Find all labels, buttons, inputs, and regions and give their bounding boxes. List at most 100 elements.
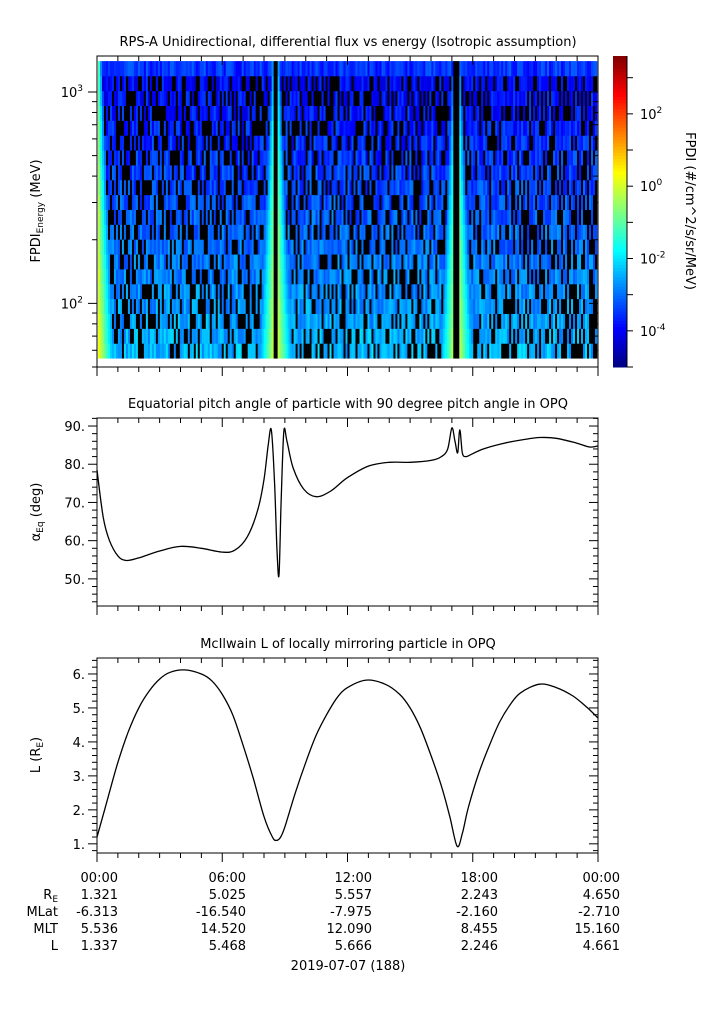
spectrogram-cell	[133, 75, 137, 92]
spectrogram-cell	[503, 179, 506, 196]
spectrogram-cell	[271, 194, 274, 210]
spectrogram-cell	[329, 61, 332, 77]
spectrogram-cell	[541, 224, 544, 240]
spectrogram-cell	[133, 343, 137, 359]
spectrogram-cell	[491, 239, 494, 255]
spectrogram-cell	[517, 298, 520, 314]
spectrogram-cell	[441, 75, 444, 92]
spectrogram-cell	[355, 61, 358, 77]
spectrogram-cell	[139, 328, 143, 344]
spectrogram-cell	[225, 105, 229, 121]
spectrogram-cell	[479, 179, 482, 196]
spectrogram-cell	[585, 165, 588, 181]
spectrogram-cell	[111, 269, 115, 285]
spectrogram-cell	[113, 165, 117, 181]
spectrogram-cell	[387, 179, 390, 196]
spectrogram-cell	[241, 343, 245, 359]
spectrogram-cell	[249, 75, 252, 92]
spectrogram-cell	[383, 150, 386, 166]
spectrogram-cell	[325, 75, 328, 92]
spectrogram-cell	[191, 328, 195, 344]
spectrogram-cell	[151, 313, 155, 329]
spectrogram-cell	[487, 269, 490, 285]
spectrogram-cell	[581, 269, 584, 285]
spectrogram-cell	[509, 209, 512, 225]
spectrogram-cell	[535, 313, 538, 329]
spectrogram-cell	[313, 328, 316, 344]
spectrogram-cell	[265, 269, 268, 285]
spectrogram-cell	[509, 224, 512, 240]
spectrogram-cell	[541, 283, 544, 300]
spectrogram-cell	[243, 75, 247, 92]
spectrogram-cell	[507, 283, 510, 300]
spectrogram-cell	[499, 150, 502, 166]
spectrogram-cell	[411, 150, 414, 166]
spectrogram-cell	[125, 179, 129, 196]
spectrogram-cell	[157, 269, 161, 285]
spectrogram-cell	[197, 269, 201, 285]
spectrogram-cell	[553, 105, 556, 121]
spectrogram-cell	[149, 179, 153, 196]
spectrogram-cell	[431, 209, 434, 225]
spectrogram-cell	[189, 343, 193, 359]
spectrogram-cell	[323, 209, 326, 225]
spectrogram-cell	[177, 75, 181, 92]
spectrogram-cell	[197, 61, 201, 77]
spectrogram-cell	[553, 298, 556, 314]
spectrogram-cell	[209, 343, 213, 359]
spectrogram-cell	[277, 150, 280, 166]
spectrogram-cell	[265, 120, 268, 136]
spectrogram-cell	[249, 135, 252, 151]
spectrogram-cell	[581, 343, 584, 359]
spectrogram-cell	[149, 328, 153, 344]
spectrogram-cell	[295, 343, 298, 359]
spectrogram-cell	[289, 283, 292, 300]
spectrogram-cell	[443, 105, 446, 121]
spectrogram-cell	[327, 135, 330, 151]
spectrogram-cell	[495, 150, 498, 166]
spectrogram-cell	[163, 269, 167, 285]
spectrogram-cell	[535, 283, 538, 300]
spectrogram-cell	[575, 75, 578, 92]
spectrogram-cell	[249, 165, 252, 181]
spectrogram-cell	[589, 179, 592, 196]
spectrogram-cell	[341, 120, 344, 136]
spectrogram-cell	[531, 224, 534, 240]
spectrogram-cell	[439, 283, 442, 300]
spectrogram-cell	[307, 75, 310, 92]
spectrogram-cell	[497, 75, 500, 92]
spectrogram-cell	[299, 165, 302, 181]
spectrogram-cell	[123, 283, 127, 300]
spectrogram-cell	[261, 165, 264, 181]
spectrogram-cell	[317, 150, 320, 166]
spectrogram-cell	[489, 343, 492, 359]
spectrogram-cell	[293, 224, 296, 240]
spectrogram-cell	[413, 194, 416, 210]
spectrogram-cell	[113, 269, 117, 285]
spectrogram-cell	[181, 328, 185, 344]
spectrogram-cell	[187, 313, 191, 329]
spectrogram-cell	[267, 209, 270, 225]
spectrogram-cell	[215, 209, 219, 225]
spectrogram-cell	[387, 120, 390, 136]
spectrogram-cell	[541, 313, 544, 329]
spectrogram-cell	[281, 269, 284, 285]
spectrogram-cell	[473, 209, 476, 225]
spectrogram-cell	[451, 269, 454, 285]
spectrogram-cell	[115, 298, 119, 314]
spectrogram-cell	[127, 120, 131, 136]
spectrogram-cell	[551, 194, 554, 210]
spectrogram-cell	[281, 313, 284, 329]
spectrogram-cell	[100, 165, 103, 181]
spectrogram-cell	[397, 283, 400, 300]
spectrogram-cell	[225, 239, 229, 255]
spectrogram-cell	[577, 254, 580, 270]
spectrogram-cell	[231, 150, 235, 166]
spectrogram-cell	[209, 239, 213, 255]
spectrogram-cell	[349, 328, 352, 344]
spectrogram-cell	[149, 90, 153, 106]
spectrogram-cell	[497, 194, 500, 210]
spectrogram-cell	[247, 75, 250, 92]
spectrogram-cell	[517, 269, 520, 285]
spectrogram-cell	[383, 269, 386, 285]
